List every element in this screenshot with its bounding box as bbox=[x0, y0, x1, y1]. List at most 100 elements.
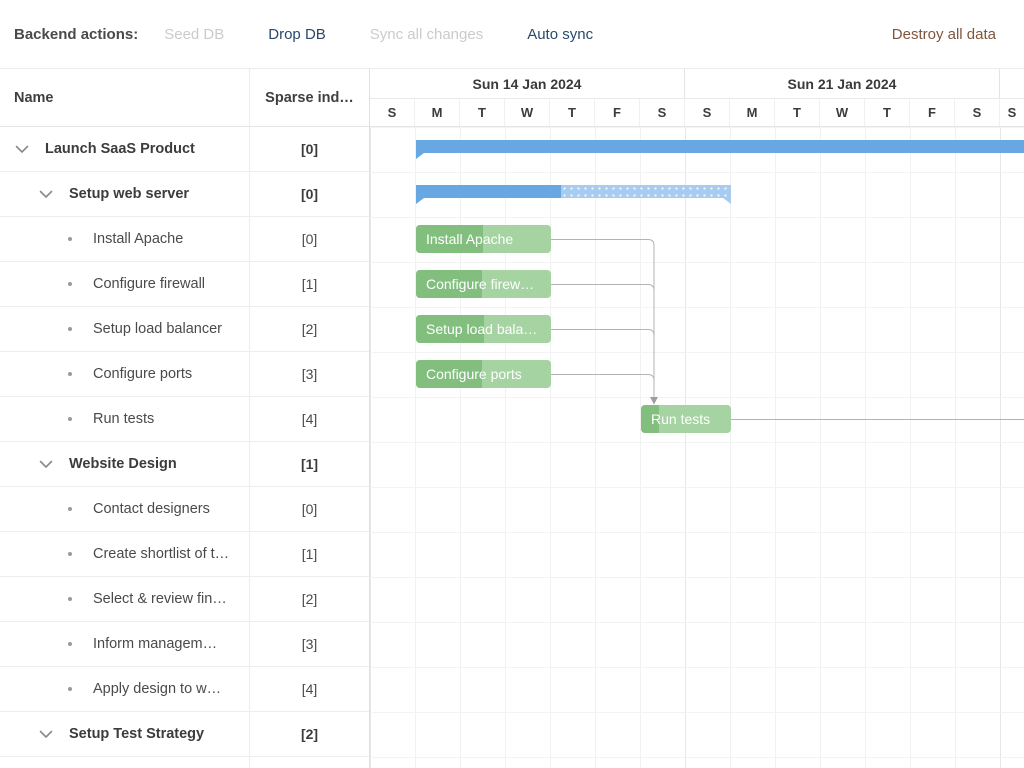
chevron-down-icon[interactable] bbox=[38, 730, 54, 739]
table-row[interactable]: Setup Test Strategy [2] bbox=[0, 712, 369, 757]
table-row[interactable]: Configure ports [3] bbox=[0, 352, 369, 397]
table-row[interactable]: Contact designers [0] bbox=[0, 487, 369, 532]
parent-bar-left-tail bbox=[416, 153, 424, 159]
leaf-bullet-icon bbox=[62, 687, 78, 691]
task-name: Setup web server bbox=[69, 186, 190, 202]
task-name-cell: Website Design bbox=[0, 442, 250, 486]
seed-db-button: Seed DB bbox=[164, 25, 225, 43]
table-row[interactable]: Setup web server [0] bbox=[0, 172, 369, 217]
sparse-index-value: [2] bbox=[301, 591, 318, 607]
sparse-index-value: [1] bbox=[301, 546, 318, 562]
leaf-bullet-icon bbox=[62, 372, 78, 376]
task-name-cell: Install Apache bbox=[0, 217, 250, 261]
task-bar[interactable]: Setup load bala… bbox=[416, 315, 551, 343]
task-bar-label: Configure ports bbox=[426, 366, 522, 382]
task-bar-label: Setup load bala… bbox=[426, 321, 538, 337]
task-name: Setup Test Strategy bbox=[69, 726, 205, 742]
day-header-cell: S bbox=[955, 99, 1000, 126]
day-header-cell: S bbox=[685, 99, 730, 126]
task-name: Inform managem… bbox=[93, 636, 218, 652]
table-row[interactable]: Run tests [4] bbox=[0, 397, 369, 442]
task-bar[interactable]: Run tests bbox=[641, 405, 731, 433]
leaf-bullet-icon bbox=[62, 507, 78, 511]
task-name: Apply design to w… bbox=[93, 681, 222, 697]
table-row[interactable]: Install Apache [0] bbox=[0, 217, 369, 262]
parent-bar-right-tail bbox=[723, 198, 731, 204]
table-row[interactable]: Select & review fin… [2] bbox=[0, 577, 369, 622]
task-bar-progress bbox=[416, 315, 484, 343]
task-bar-label: Run tests bbox=[651, 411, 711, 427]
task-bar[interactable]: Install Apache bbox=[416, 225, 551, 253]
parent-bar-progress bbox=[416, 185, 561, 198]
week-header-cell: Sun 14 Jan 2024 bbox=[370, 69, 685, 98]
task-name-cell: Launch SaaS Product bbox=[0, 127, 250, 171]
chevron-down-icon[interactable] bbox=[14, 145, 30, 154]
chevron-down-icon[interactable] bbox=[38, 460, 54, 469]
gantt-chart-body: Install Apache Configure firew… Setup load… bbox=[370, 127, 1024, 768]
parent-task-bar[interactable] bbox=[416, 140, 1024, 159]
toolbar-label: Backend actions: bbox=[14, 25, 139, 43]
partial-row bbox=[0, 757, 369, 768]
day-header-cell: F bbox=[595, 99, 640, 126]
task-name: Configure firewall bbox=[93, 276, 206, 292]
day-header-cell: W bbox=[820, 99, 865, 126]
day-header-cell: T bbox=[775, 99, 820, 126]
task-name: Select & review fin… bbox=[93, 591, 227, 607]
sparse-index-value: [4] bbox=[301, 411, 318, 427]
task-name: Launch SaaS Product bbox=[45, 141, 195, 157]
task-name-cell: Inform managem… bbox=[0, 622, 250, 666]
table-row[interactable]: Launch SaaS Product [0] bbox=[0, 127, 369, 172]
task-bar-progress bbox=[416, 360, 482, 388]
table-row[interactable]: Setup load balancer [2] bbox=[0, 307, 369, 352]
leaf-bullet-icon bbox=[62, 237, 78, 241]
leaf-bullet-icon bbox=[62, 417, 78, 421]
drop-db-button[interactable]: Drop DB bbox=[268, 25, 326, 43]
column-header-name[interactable]: Name bbox=[0, 69, 250, 126]
task-bar[interactable]: Configure ports bbox=[416, 360, 551, 388]
task-name-cell: Configure firewall bbox=[0, 262, 250, 306]
task-name: Setup load balancer bbox=[93, 321, 222, 337]
day-header-cell: M bbox=[415, 99, 460, 126]
sparse-index-value: [1] bbox=[301, 276, 318, 292]
auto-sync-button[interactable]: Auto sync bbox=[527, 25, 594, 43]
sparse-index-value: [0] bbox=[300, 186, 319, 202]
task-name: Contact designers bbox=[93, 501, 210, 517]
table-row[interactable]: Create shortlist of t… [1] bbox=[0, 532, 369, 577]
task-bar[interactable]: Configure firew… bbox=[416, 270, 551, 298]
table-row[interactable]: Website Design [1] bbox=[0, 442, 369, 487]
grid-header: Name Sparse ind… bbox=[0, 69, 369, 127]
day-header-cell: S bbox=[1007, 105, 1017, 120]
task-name-cell: Configure ports bbox=[0, 352, 250, 396]
sparse-index-value: [2] bbox=[301, 321, 318, 337]
sparse-index-value: [0] bbox=[301, 231, 318, 247]
parent-bar-left-tail bbox=[416, 198, 424, 204]
sparse-index-value: [2] bbox=[300, 726, 319, 742]
chevron-down-icon[interactable] bbox=[38, 190, 54, 199]
task-grid: Name Sparse ind… Launch SaaS Product [0] S… bbox=[0, 69, 370, 768]
column-header-sparse-index[interactable]: Sparse ind… bbox=[265, 89, 354, 106]
task-bar-progress bbox=[416, 225, 483, 253]
day-header-cell: T bbox=[460, 99, 505, 126]
parent-task-bar[interactable] bbox=[416, 185, 731, 204]
task-name-cell bbox=[0, 757, 250, 768]
destroy-all-data-button[interactable]: Destroy all data bbox=[891, 25, 996, 43]
sparse-index-value: [0] bbox=[300, 141, 319, 157]
day-header-cell: W bbox=[505, 99, 550, 126]
table-row[interactable]: Apply design to w… [4] bbox=[0, 667, 369, 712]
task-name-cell: Run tests bbox=[0, 397, 250, 441]
task-name-cell: Create shortlist of t… bbox=[0, 532, 250, 576]
sync-all-changes-button: Sync all changes bbox=[369, 25, 484, 43]
table-row[interactable]: Configure firewall [1] bbox=[0, 262, 369, 307]
task-name: Create shortlist of t… bbox=[93, 546, 230, 562]
leaf-bullet-icon bbox=[62, 642, 78, 646]
task-name-cell: Setup web server bbox=[0, 172, 250, 216]
sparse-index-value: [1] bbox=[300, 456, 319, 472]
week-header-cell: Sun 21 Jan 2024 bbox=[685, 69, 1000, 98]
day-header-cell: S bbox=[640, 99, 685, 126]
parent-bar-progress bbox=[416, 140, 1024, 153]
task-bar-progress bbox=[416, 270, 482, 298]
table-row[interactable]: Inform managem… [3] bbox=[0, 622, 369, 667]
